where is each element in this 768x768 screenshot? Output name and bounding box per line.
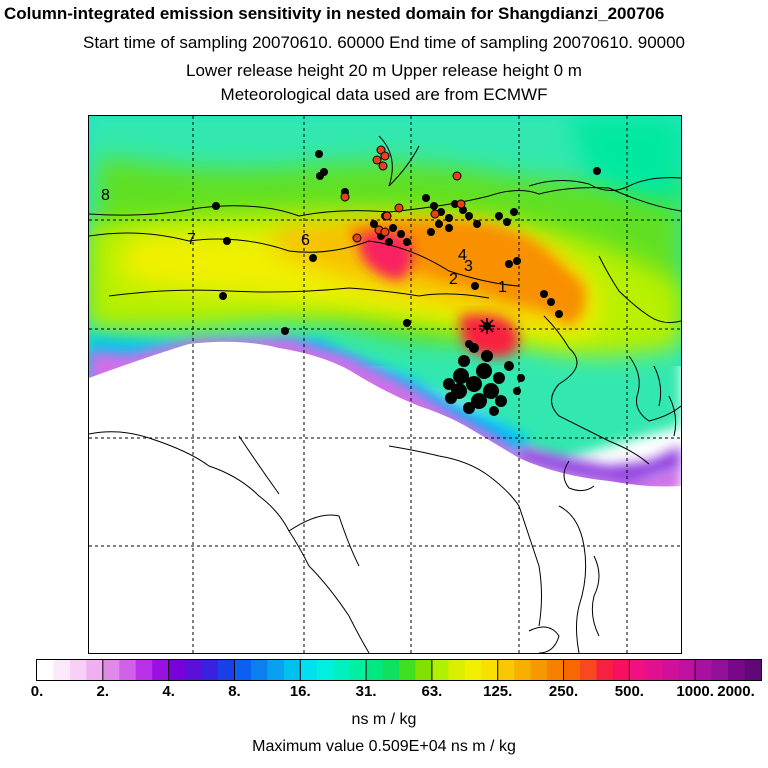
colorbar-swatch (234, 660, 252, 680)
colorbar-swatch (645, 660, 663, 680)
colorbar-swatch (382, 660, 400, 680)
colorbar-swatch (86, 660, 104, 680)
colorbar-swatch (415, 660, 433, 680)
traj-label-8: 8 (101, 187, 110, 204)
colorbar-swatch (267, 660, 285, 680)
source-points-red (340, 145, 466, 243)
sensitivity-map: 1 2 3 4 6 7 8 (88, 115, 682, 654)
traj-label-7: 7 (187, 231, 196, 248)
map-svg: 1 2 3 4 6 7 8 (89, 116, 681, 653)
sensitivity-field (89, 116, 681, 653)
colorbar-tick-label: 0. (30, 683, 44, 700)
colorbar-swatch (168, 660, 186, 680)
sampling-time-line: Start time of sampling 20070610. 60000 E… (82, 33, 686, 52)
colorbar-swatch (711, 660, 729, 680)
colorbar-swatch (152, 660, 170, 680)
colorbar-swatch (201, 660, 219, 680)
traj-label-6: 6 (301, 232, 310, 249)
colorbar-tick-label: 16. (289, 683, 311, 700)
colorbar (36, 659, 762, 681)
colorbar-swatch (481, 660, 499, 680)
traj-label-1: 1 (498, 279, 507, 296)
colorbar-swatch (37, 660, 55, 680)
colorbar-units: ns m / kg (351, 711, 417, 728)
colorbar-tick-label: 250. (548, 683, 579, 700)
colorbar-swatch (431, 660, 449, 680)
colorbar-swatch (69, 660, 87, 680)
receptor-star-icon (479, 318, 495, 334)
colorbar-swatch (612, 660, 630, 680)
colorbar-swatch (530, 660, 548, 680)
colorbar-swatch (514, 660, 532, 680)
colorbar-swatch (102, 660, 120, 680)
colorbar-swatch (448, 660, 466, 680)
colorbar-swatch (185, 660, 203, 680)
colorbar-swatch (547, 660, 565, 680)
colorbar-swatch (250, 660, 268, 680)
colorbar-swatch (662, 660, 680, 680)
colorbar-tick-label: 1000. (676, 683, 714, 700)
maximum-value: Maximum value 0.509E+04 ns m / kg (252, 738, 516, 755)
colorbar-svg (37, 660, 762, 680)
colorbar-swatch (678, 660, 696, 680)
colorbar-swatch (218, 660, 236, 680)
colorbar-swatch (497, 660, 515, 680)
colorbar-swatch (695, 660, 713, 680)
traj-label-4: 4 (458, 247, 467, 264)
colorbar-swatch (744, 660, 762, 680)
colorbar-swatch (728, 660, 746, 680)
colorbar-tick-label: 125. (483, 683, 513, 700)
colorbar-swatch (366, 660, 384, 680)
traj-label-2: 2 (449, 271, 458, 288)
colorbar-swatch (563, 660, 581, 680)
colorbar-swatch (580, 660, 598, 680)
colorbar-tick-label: 31. (355, 683, 377, 700)
colorbar-tick-label: 2. (96, 683, 110, 700)
colorbar-swatch (629, 660, 647, 680)
colorbar-swatch (596, 660, 614, 680)
met-data-line: Meteorological data used are from ECMWF (220, 85, 548, 104)
release-height-line: Lower release height 20 m Upper release … (186, 61, 582, 80)
colorbar-swatch (464, 660, 482, 680)
colorbar-swatch (53, 660, 71, 680)
page-title: Column-integrated emission sensitivity i… (4, 4, 665, 23)
colorbar-swatch (399, 660, 417, 680)
colorbar-swatch (316, 660, 334, 680)
colorbar-tick-label: 63. (421, 683, 443, 700)
colorbar-tick-label: 4. (162, 683, 175, 700)
trajectory-labels: 1 2 3 4 6 7 8 (101, 187, 507, 296)
colorbar-swatch (135, 660, 153, 680)
colorbar-tick-label: 500. (614, 683, 644, 700)
colorbar-swatch (349, 660, 367, 680)
traj-label-3: 3 (464, 258, 473, 275)
colorbar-swatch (283, 660, 301, 680)
colorbar-swatch (333, 660, 351, 680)
colorbar-swatch (300, 660, 318, 680)
colorbar-tick-label: 8. (228, 683, 241, 700)
map-gridlines (89, 116, 681, 653)
colorbar-swatch (119, 660, 137, 680)
coastlines-borders (89, 135, 681, 653)
colorbar-tick-label: 2000. (717, 683, 755, 700)
